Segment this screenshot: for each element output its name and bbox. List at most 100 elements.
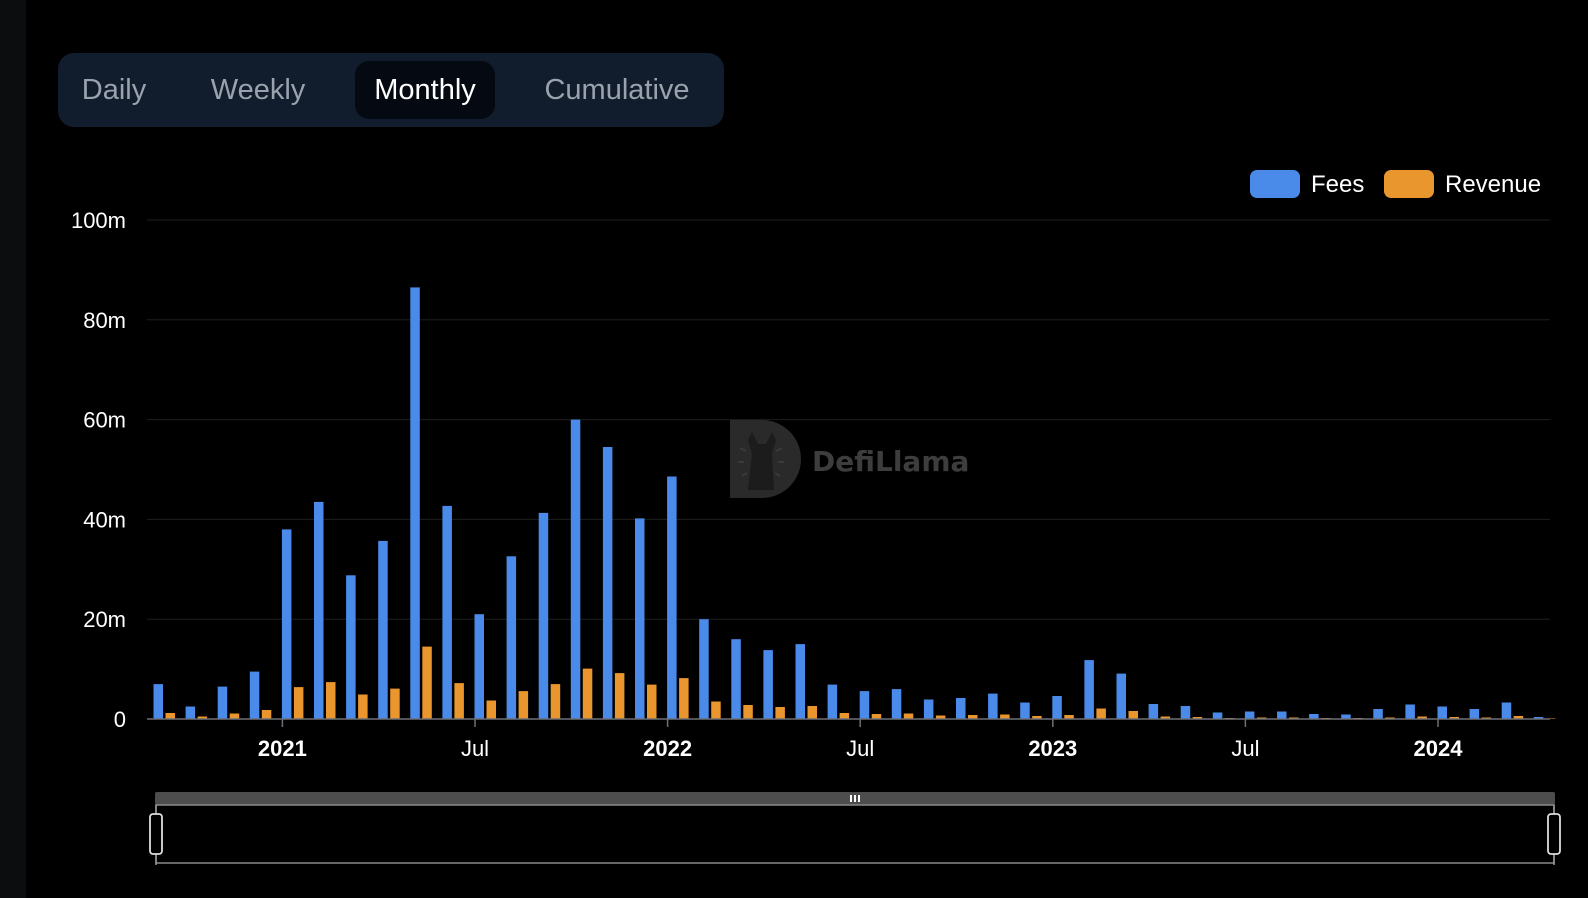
bar-fees[interactable]	[956, 698, 966, 719]
bar-fees[interactable]	[699, 619, 709, 719]
data-zoom-slider[interactable]	[149, 792, 1561, 865]
bar-revenue[interactable]	[1192, 717, 1203, 719]
tab-cumulative[interactable]: Cumulative	[544, 74, 690, 106]
bar-fees[interactable]	[1116, 673, 1127, 719]
bar-revenue[interactable]	[968, 715, 978, 719]
tab-weekly[interactable]: Weekly	[210, 74, 306, 106]
bar-fees[interactable]	[1341, 714, 1351, 720]
x-tick-label: Jul	[846, 736, 874, 761]
bar-revenue[interactable]	[711, 701, 721, 720]
bar-revenue[interactable]	[486, 700, 497, 720]
bar-fees[interactable]	[1180, 706, 1191, 719]
bar-fees[interactable]	[635, 518, 645, 719]
bar-revenue[interactable]	[582, 668, 593, 719]
bar-fees[interactable]	[891, 689, 902, 719]
bar-fees[interactable]	[1469, 709, 1480, 719]
bar-revenue[interactable]	[1449, 717, 1460, 719]
bar-fees[interactable]	[410, 287, 420, 719]
bar-revenue[interactable]	[903, 713, 914, 720]
bar-revenue[interactable]	[1513, 716, 1524, 719]
bar-fees[interactable]	[314, 501, 324, 719]
legend-item-revenue[interactable]: Revenue	[1384, 170, 1541, 198]
bar-revenue[interactable]	[1096, 708, 1106, 720]
tab-monthly[interactable]: Monthly	[355, 61, 495, 119]
bar-revenue[interactable]	[518, 691, 529, 719]
watermark-text: DefiLlama	[812, 445, 969, 478]
bar-revenue[interactable]	[422, 646, 432, 719]
bar-fees[interactable]	[667, 476, 677, 720]
bar-fees[interactable]	[506, 556, 517, 719]
bar-fees[interactable]	[281, 529, 292, 719]
bar-revenue[interactable]	[935, 715, 946, 720]
bar-fees[interactable]	[538, 512, 549, 719]
bar-fees[interactable]	[1244, 711, 1255, 720]
bar-fees[interactable]	[153, 684, 164, 719]
y-axis-labels: 0 20m 40m 60m 80m 100m	[71, 208, 126, 732]
bar-revenue[interactable]	[165, 713, 176, 719]
bar-revenue[interactable]	[1160, 716, 1171, 720]
bar-fees[interactable]	[1533, 717, 1544, 719]
bar-revenue[interactable]	[197, 716, 208, 720]
bar-revenue[interactable]	[743, 705, 753, 719]
bar-fees[interactable]	[1437, 706, 1448, 720]
bar-fees[interactable]	[923, 699, 934, 720]
bar-revenue[interactable]	[1545, 718, 1556, 720]
bar-revenue[interactable]	[1128, 711, 1139, 719]
bar-revenue[interactable]	[358, 694, 368, 720]
bar-fees[interactable]	[731, 639, 741, 719]
bar-fees[interactable]	[1212, 712, 1223, 720]
bar-fees[interactable]	[249, 671, 260, 719]
zoom-grip-icon	[850, 795, 860, 802]
bar-fees[interactable]	[1052, 696, 1062, 719]
bar-revenue[interactable]	[550, 684, 561, 719]
bar-revenue[interactable]	[326, 682, 336, 719]
bar-revenue[interactable]	[871, 714, 882, 719]
bar-revenue[interactable]	[679, 678, 689, 719]
bar-fees[interactable]	[1277, 711, 1287, 720]
legend-label-revenue: Revenue	[1445, 171, 1541, 198]
bar-revenue[interactable]	[1064, 715, 1074, 719]
period-tab-bar: Daily Weekly Monthly Cumulative	[58, 53, 724, 127]
bar-revenue[interactable]	[1032, 716, 1042, 719]
bar-fees[interactable]	[217, 686, 228, 719]
bar-fees[interactable]	[474, 614, 485, 719]
bar-revenue[interactable]	[775, 707, 785, 719]
bar-fees[interactable]	[185, 706, 196, 720]
zoom-handle-right[interactable]	[1547, 813, 1561, 855]
bar-revenue[interactable]	[614, 673, 625, 719]
bar-revenue[interactable]	[1417, 716, 1427, 720]
bar-fees[interactable]	[602, 447, 613, 719]
bar-revenue[interactable]	[261, 710, 272, 719]
bar-fees[interactable]	[988, 693, 998, 719]
zoom-handle-left[interactable]	[149, 813, 163, 855]
bar-revenue[interactable]	[229, 713, 240, 720]
bar-fees[interactable]	[1373, 709, 1383, 719]
bar-fees[interactable]	[1020, 702, 1030, 720]
y-tick-label: 60m	[83, 408, 126, 433]
legend-swatch-revenue	[1384, 170, 1434, 198]
bar-revenue[interactable]	[390, 688, 400, 719]
bar-fees[interactable]	[346, 575, 356, 719]
x-tick-label: 2022	[643, 736, 692, 761]
bar-revenue[interactable]	[454, 683, 464, 719]
bar-fees[interactable]	[1309, 714, 1319, 719]
bar-fees[interactable]	[1148, 704, 1159, 719]
bar-fees[interactable]	[1405, 704, 1415, 720]
bar-fees[interactable]	[859, 691, 870, 719]
legend-item-fees[interactable]: Fees	[1250, 170, 1364, 198]
bar-revenue[interactable]	[807, 706, 818, 719]
bar-fees[interactable]	[378, 540, 388, 719]
bar-revenue[interactable]	[1000, 714, 1010, 720]
bar-revenue[interactable]	[647, 684, 657, 719]
bar-revenue[interactable]	[839, 713, 850, 719]
bar-fees[interactable]	[442, 505, 452, 719]
bar-fees[interactable]	[763, 650, 773, 719]
bar-fees[interactable]	[1084, 660, 1094, 719]
bar-revenue[interactable]	[293, 687, 304, 719]
bar-fees[interactable]	[1501, 702, 1512, 720]
bar-fees[interactable]	[795, 644, 806, 719]
bar-fees[interactable]	[570, 419, 581, 719]
tab-daily[interactable]: Daily	[81, 74, 147, 106]
bar-fees[interactable]	[827, 684, 838, 719]
